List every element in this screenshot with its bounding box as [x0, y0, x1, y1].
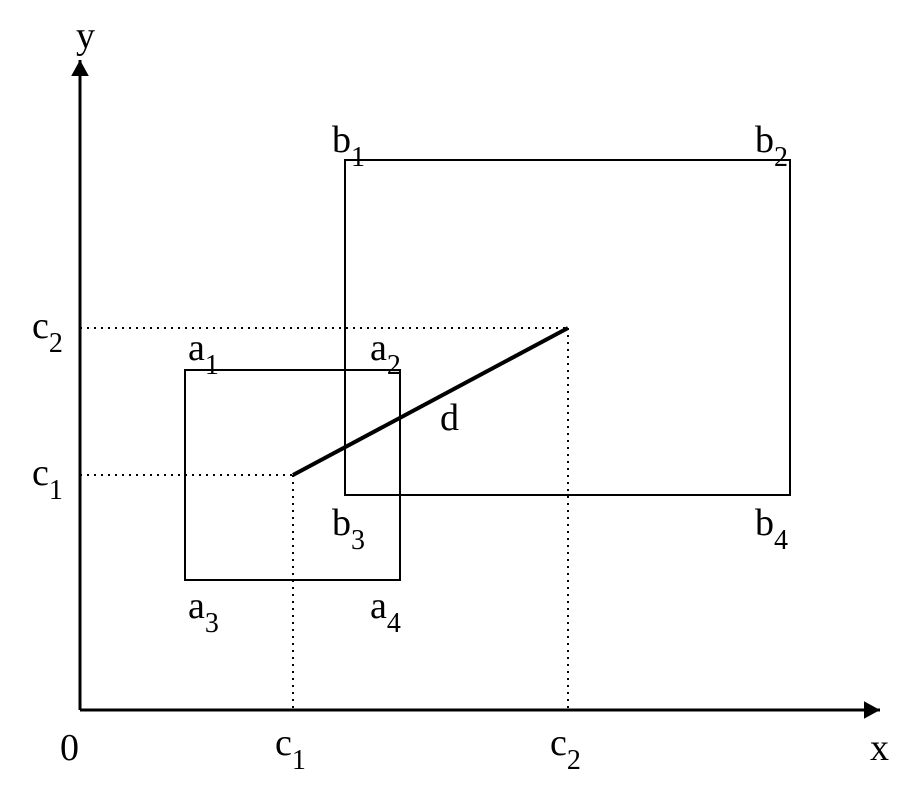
coordinate-diagram: a1 a2 a3 a4 b1 b2 b3 b4 d c1 c2 c1 c2 x y 0 [0, 0, 919, 793]
label-c1_x: c1 [275, 722, 306, 776]
label-c1_y: c1 [32, 452, 63, 506]
segment-d [293, 328, 568, 475]
label-origin: 0 [60, 727, 79, 769]
label-b2: b2 [755, 119, 788, 173]
label-c2_x: c2 [550, 722, 581, 776]
label-c2_y: c2 [32, 305, 63, 359]
label-x-axis: x [870, 727, 889, 769]
label-a1: a1 [188, 327, 219, 381]
label-b1: b1 [332, 119, 365, 173]
y-axis-arrow [71, 60, 89, 76]
x-axis-arrow [864, 701, 880, 719]
label-b3: b3 [332, 502, 365, 556]
label-b4: b4 [755, 502, 788, 556]
label-a4: a4 [370, 585, 401, 639]
label-y-axis: y [76, 15, 95, 57]
label-a2: a2 [370, 327, 401, 381]
label-d: d [440, 397, 459, 439]
label-a3: a3 [188, 585, 219, 639]
